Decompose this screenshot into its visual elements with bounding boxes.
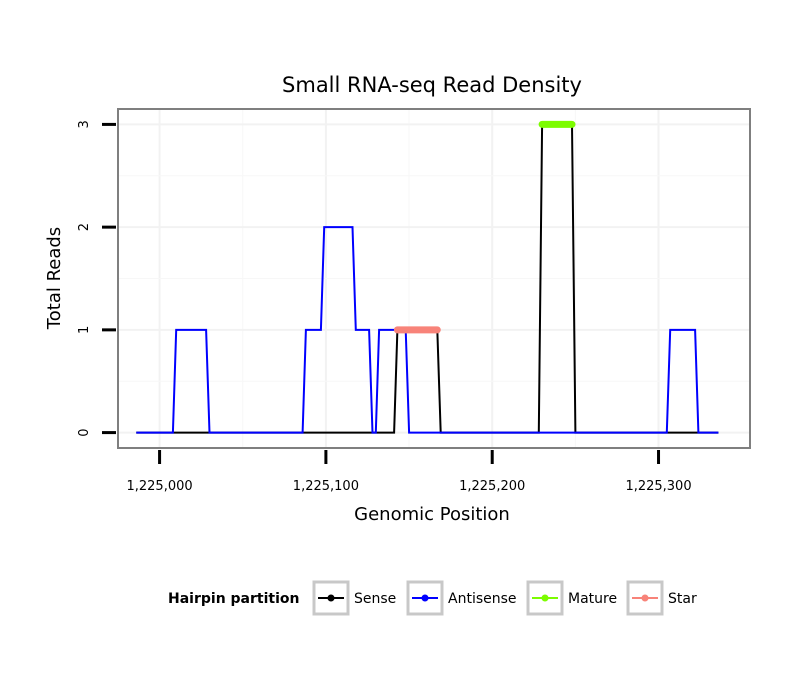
legend: Hairpin partition Sense Antisense Mature St… bbox=[168, 580, 697, 616]
legend-title: Hairpin partition bbox=[168, 591, 299, 607]
series-line-antisense bbox=[136, 226, 719, 434]
x-axis-title: Genomic Position bbox=[354, 504, 510, 525]
legend-label: Star bbox=[668, 591, 697, 607]
x-axis: 1,225,000 1,225,100 1,225,200 1,225,300 bbox=[126, 450, 692, 494]
legend-key-point bbox=[421, 594, 429, 602]
legend-key-point bbox=[641, 594, 649, 602]
series-layer bbox=[136, 120, 719, 434]
legend-label: Antisense bbox=[448, 591, 517, 607]
y-tick-label: 2 bbox=[77, 223, 92, 231]
plot-panel-border bbox=[117, 108, 751, 449]
x-tick-label: 1,225,200 bbox=[459, 479, 525, 494]
x-tick-label: 1,225,000 bbox=[126, 479, 192, 494]
gridlines bbox=[118, 109, 750, 448]
y-tick-label: 3 bbox=[77, 120, 92, 128]
legend-item-mature: Mature bbox=[526, 580, 617, 616]
y-tick-label: 0 bbox=[77, 428, 92, 436]
y-axis-title: Total Reads bbox=[44, 227, 65, 330]
x-tick-label: 1,225,100 bbox=[293, 479, 359, 494]
legend-item-sense: Sense bbox=[312, 580, 396, 616]
legend-label: Mature bbox=[568, 591, 617, 607]
legend-key-point bbox=[541, 594, 549, 602]
y-axis: 0 1 2 3 bbox=[77, 120, 116, 437]
legend-item-antisense: Antisense bbox=[406, 580, 517, 616]
x-tick-label: 1,225,300 bbox=[625, 479, 691, 494]
y-tick-label: 1 bbox=[77, 326, 92, 334]
legend-item-star: Star bbox=[626, 580, 697, 616]
legend-key-point bbox=[327, 594, 335, 602]
legend-label: Sense bbox=[354, 591, 396, 607]
chart-title: Small RNA-seq Read Density bbox=[282, 73, 582, 97]
